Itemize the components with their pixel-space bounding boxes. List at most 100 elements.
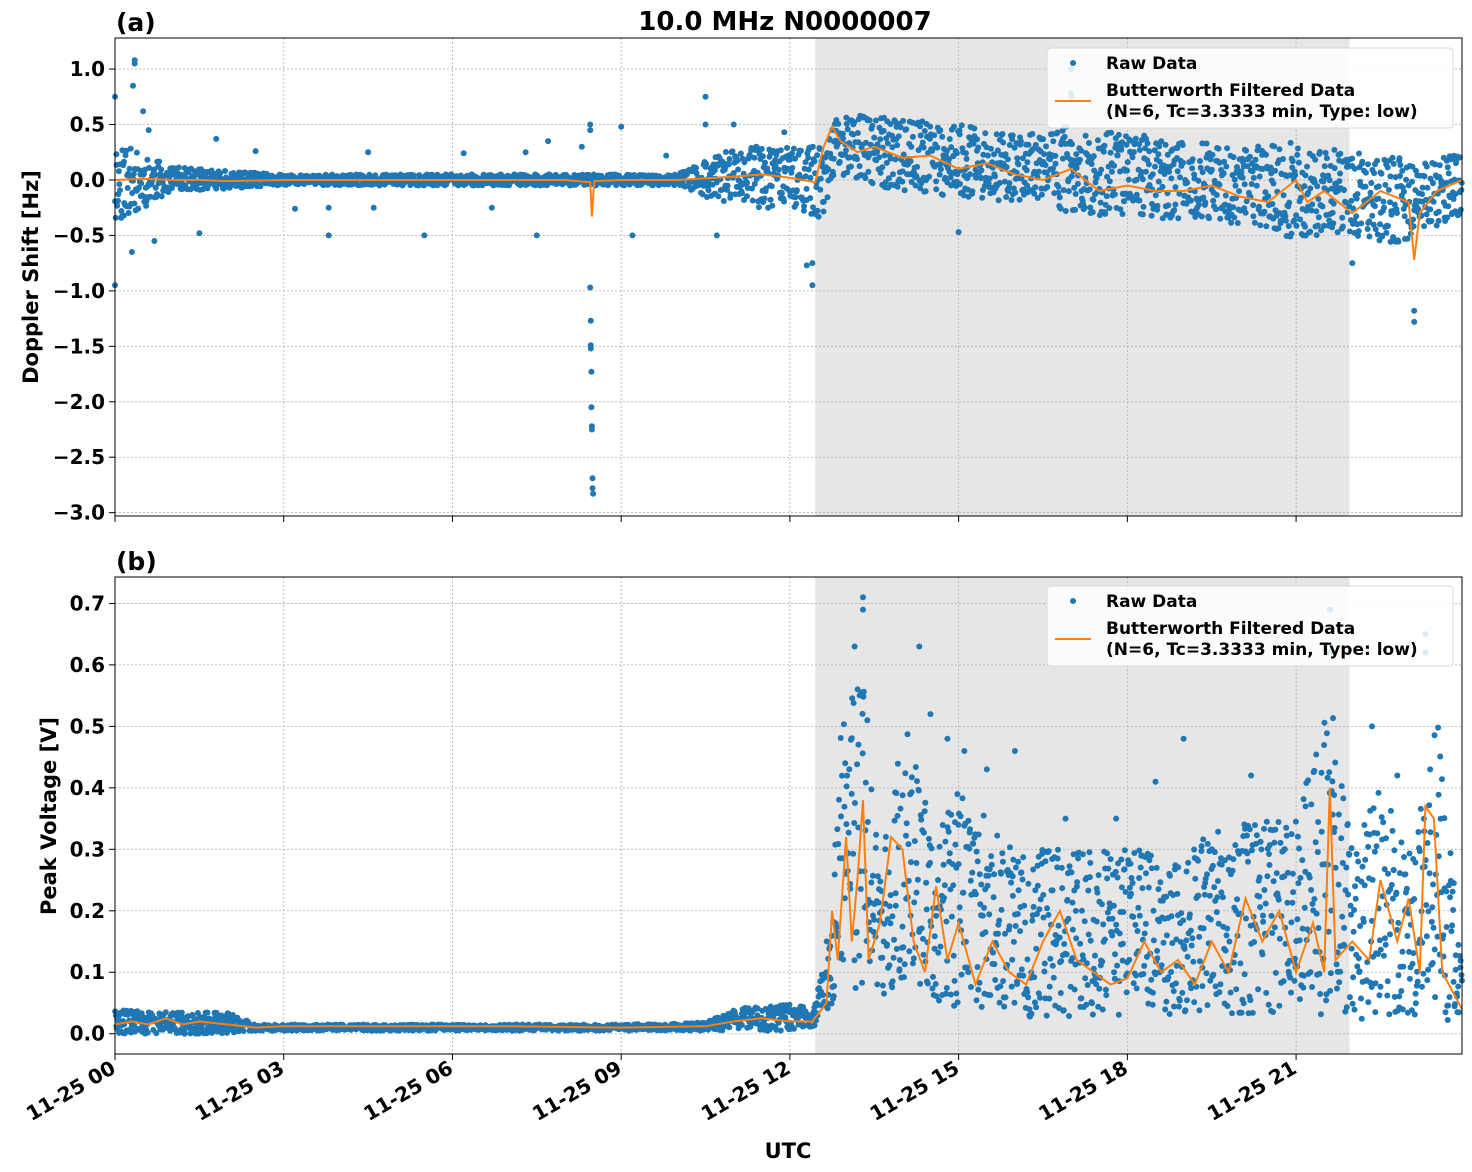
raw-data-point <box>807 174 814 181</box>
raw-data-point <box>979 912 986 919</box>
raw-data-point <box>1118 884 1125 891</box>
raw-data-point <box>1164 151 1171 158</box>
raw-data-point <box>1266 851 1272 857</box>
raw-data-point <box>1033 945 1040 952</box>
raw-data-point <box>1192 875 1199 882</box>
raw-data-point <box>1010 938 1017 945</box>
raw-data-point <box>1115 1011 1122 1018</box>
raw-data-point <box>1270 1009 1276 1015</box>
raw-data-point <box>781 198 787 205</box>
raw-data-point <box>117 187 123 194</box>
raw-data-point <box>1223 163 1230 170</box>
raw-data-point <box>873 831 880 838</box>
raw-data-point <box>120 212 127 219</box>
raw-data-point <box>1062 208 1069 214</box>
raw-data-point <box>1353 213 1360 220</box>
raw-data-point <box>1060 187 1067 194</box>
raw-data-point <box>1283 824 1290 831</box>
raw-data-point <box>1321 222 1327 229</box>
raw-data-point <box>839 130 846 137</box>
raw-data-point <box>994 147 1001 154</box>
raw-data-point <box>1097 199 1104 206</box>
raw-data-point <box>751 180 758 187</box>
raw-data-point <box>863 139 869 146</box>
raw-data-point <box>1249 168 1256 175</box>
raw-data-point <box>1089 209 1096 216</box>
raw-data-point <box>1015 858 1022 865</box>
raw-data-point <box>798 147 804 154</box>
raw-data-point <box>1239 174 1246 181</box>
raw-data-point <box>896 966 903 973</box>
raw-data-point <box>802 159 809 166</box>
raw-data-outlier <box>955 229 962 236</box>
raw-data-point <box>801 203 808 210</box>
raw-data-point <box>884 941 890 948</box>
raw-data-point <box>1115 131 1122 138</box>
raw-data-point <box>927 123 934 130</box>
raw-data-point <box>1272 826 1279 833</box>
raw-data-point <box>803 185 810 192</box>
raw-data-point <box>735 166 742 173</box>
raw-data-point <box>792 194 799 201</box>
raw-data-point <box>933 178 940 185</box>
raw-data-point <box>824 1005 831 1012</box>
raw-data-point <box>1040 891 1047 898</box>
raw-data-point <box>904 731 911 738</box>
raw-data-point <box>1081 918 1088 925</box>
raw-data-point <box>971 125 978 132</box>
raw-data-point <box>1319 203 1326 210</box>
raw-data-point <box>1230 959 1237 966</box>
raw-data-point <box>918 816 925 823</box>
raw-data-point <box>1313 208 1320 215</box>
raw-data-point <box>894 812 901 819</box>
raw-data-point <box>1380 198 1387 205</box>
raw-data-point <box>912 182 919 189</box>
raw-data-point <box>1419 191 1426 198</box>
raw-data-point <box>959 795 966 802</box>
raw-data-point <box>1216 159 1223 166</box>
raw-data-point <box>987 145 994 152</box>
raw-data-point <box>1078 995 1085 1002</box>
raw-data-point <box>845 829 852 836</box>
raw-data-point <box>1019 876 1026 883</box>
raw-data-point <box>1093 981 1100 988</box>
raw-data-point <box>1264 873 1271 880</box>
raw-data-point <box>969 869 976 876</box>
raw-data-point <box>1297 194 1304 201</box>
raw-data-outlier <box>252 148 259 155</box>
y-tick-label: −1.5 <box>53 334 105 358</box>
raw-data-point <box>849 695 856 702</box>
raw-data-outlier <box>587 317 594 324</box>
raw-data-outlier <box>713 232 720 239</box>
raw-data-outlier <box>292 205 298 212</box>
raw-data-point <box>978 167 985 174</box>
raw-data-point <box>1057 990 1064 996</box>
raw-data-point <box>703 160 710 167</box>
raw-data-point <box>1189 935 1196 942</box>
raw-data-point <box>1252 156 1259 163</box>
raw-data-point <box>793 200 800 207</box>
raw-data-point <box>1130 913 1137 920</box>
raw-data-point <box>934 144 941 151</box>
raw-data-point <box>1081 204 1088 211</box>
raw-data-point <box>950 882 957 889</box>
raw-data-point <box>1107 856 1114 863</box>
raw-data-point <box>1025 994 1032 1001</box>
raw-data-point <box>1125 176 1132 183</box>
raw-data-outlier <box>1141 132 1148 139</box>
raw-data-point <box>1133 176 1140 183</box>
raw-data-point <box>1166 168 1173 175</box>
raw-data-point <box>1127 860 1134 867</box>
raw-data-point <box>194 1010 201 1016</box>
y-tick-label: 0.0 <box>70 168 105 192</box>
raw-data-point <box>1206 892 1213 899</box>
raw-data-point <box>1212 983 1219 990</box>
raw-data-point <box>991 151 997 158</box>
raw-data-point <box>906 948 913 955</box>
y-axis-label: Doppler Shift [Hz] <box>19 170 43 384</box>
raw-data-point <box>1322 149 1329 156</box>
raw-data-point <box>1143 870 1149 877</box>
raw-data-point <box>1334 229 1341 236</box>
raw-data-point <box>1043 1012 1050 1019</box>
raw-data-point <box>1276 146 1283 153</box>
